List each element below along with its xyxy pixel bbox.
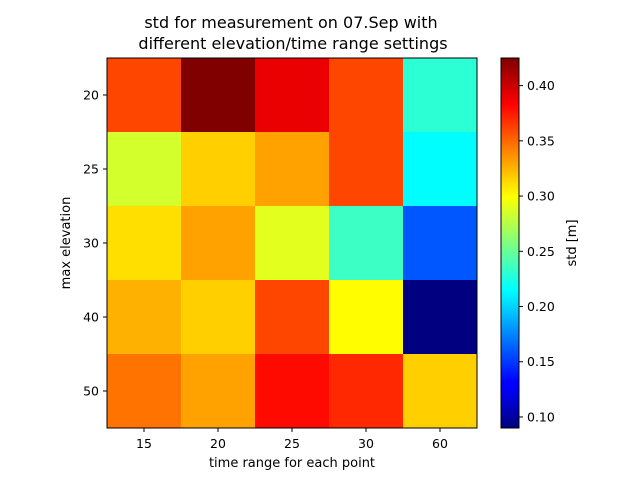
y-axis-label: max elevation bbox=[59, 197, 74, 290]
colorbar-tick-label: 0.10 bbox=[527, 409, 555, 424]
colorbar-tick-label: 0.40 bbox=[527, 78, 555, 93]
colorbar-ticks: 0.10 0.15 0.20 0.25 0.30 0.35 0.40 bbox=[519, 78, 555, 424]
x-axis-label: time range for each point bbox=[209, 456, 375, 471]
y-tick-label: 30 bbox=[83, 236, 99, 251]
heatmap-cell bbox=[403, 354, 478, 429]
x-axis-ticks: 15 20 25 30 60 bbox=[136, 428, 448, 451]
heatmap-cells bbox=[107, 58, 478, 429]
colorbar bbox=[500, 57, 520, 429]
heatmap-cell bbox=[107, 132, 182, 207]
heatmap-cell bbox=[255, 132, 330, 207]
y-tick-label: 50 bbox=[83, 384, 99, 399]
heatmap-cell bbox=[403, 132, 478, 207]
heatmap-cell bbox=[107, 280, 182, 355]
heatmap-cell bbox=[181, 354, 256, 429]
heatmap-cell bbox=[403, 280, 478, 355]
heatmap-cell bbox=[107, 206, 182, 281]
heatmap-cell bbox=[107, 354, 182, 429]
y-tick-label: 20 bbox=[83, 88, 99, 103]
heatmap-cell bbox=[255, 354, 330, 429]
heatmap-cell bbox=[181, 58, 256, 133]
heatmap-cell bbox=[403, 58, 478, 133]
chart-title-line2: different elevation/time range settings bbox=[138, 34, 447, 53]
x-tick-label: 30 bbox=[358, 436, 374, 451]
heatmap-cell bbox=[181, 280, 256, 355]
heatmap-cell bbox=[181, 132, 256, 207]
heatmap-cell bbox=[181, 206, 256, 281]
colorbar-tick-label: 0.20 bbox=[527, 299, 555, 314]
x-tick-label: 25 bbox=[284, 436, 300, 451]
x-tick-label: 15 bbox=[136, 436, 152, 451]
y-axis-ticks: 20 25 30 40 50 bbox=[83, 88, 107, 399]
colorbar-tick-label: 0.15 bbox=[527, 354, 555, 369]
colorbar-tick-label: 0.25 bbox=[527, 244, 555, 259]
colorbar-tick-label: 0.35 bbox=[527, 133, 555, 148]
chart-title-line1: std for measurement on 07.Sep with bbox=[144, 13, 437, 32]
heatmap-cell bbox=[329, 132, 404, 207]
y-tick-label: 40 bbox=[83, 310, 99, 325]
heatmap-cell bbox=[255, 206, 330, 281]
heatmap-cell bbox=[329, 280, 404, 355]
colorbar-label: std [m] bbox=[565, 219, 580, 266]
heatmap-cell bbox=[329, 206, 404, 281]
heatmap-cell bbox=[329, 354, 404, 429]
colorbar-tick-label: 0.30 bbox=[527, 189, 555, 204]
heatmap-cell bbox=[403, 206, 478, 281]
x-tick-label: 60 bbox=[432, 436, 448, 451]
heatmap-cell bbox=[107, 58, 182, 133]
heatmap-cell bbox=[329, 58, 404, 133]
x-tick-label: 20 bbox=[210, 436, 226, 451]
heatmap-cell bbox=[255, 58, 330, 133]
heatmap-cell bbox=[255, 280, 330, 355]
y-tick-label: 25 bbox=[83, 162, 99, 177]
